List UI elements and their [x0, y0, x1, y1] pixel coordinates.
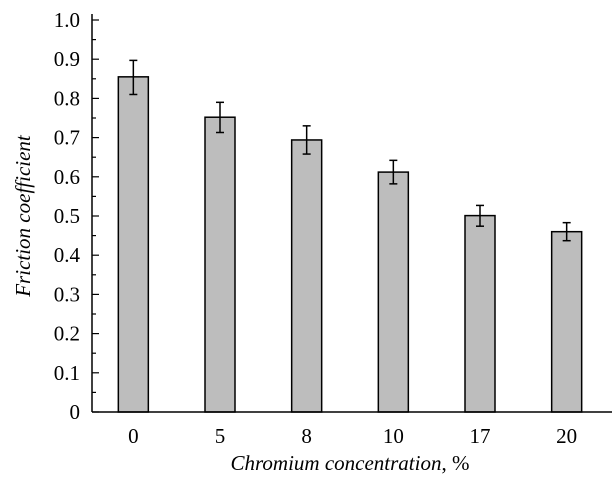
bar: [290, 139, 323, 413]
bars: [117, 76, 583, 413]
error-bar: [302, 125, 311, 155]
x-axis-title-unit: %: [452, 451, 470, 475]
y-tick-label: 0.4: [54, 243, 81, 267]
x-axis-title-sep: ,: [441, 451, 452, 475]
x-tick-label: 5: [215, 424, 226, 448]
bar: [464, 214, 496, 413]
x-tick-label: 20: [556, 424, 577, 448]
y-tick-label: 0.6: [54, 165, 80, 189]
bar: [117, 76, 150, 413]
error-bar: [562, 221, 571, 242]
y-tick-label: 0.8: [54, 86, 80, 110]
error-bar: [129, 59, 138, 96]
error-bar: [216, 101, 224, 134]
x-tick-label: 17: [470, 424, 491, 448]
x-tick-label: 8: [301, 424, 312, 448]
y-tick-label: 0.3: [54, 282, 80, 306]
x-tick-label: 0: [128, 424, 139, 448]
y-tick-label: 0.9: [54, 47, 80, 71]
y-tick-label: 0.5: [54, 204, 80, 228]
x-tick-label: 10: [383, 424, 404, 448]
x-axis-title: Chromium concentration, %: [231, 451, 470, 475]
y-tick-label: 0.2: [54, 322, 80, 346]
bar: [204, 116, 236, 413]
y-axis-title: Friction coefficient: [11, 134, 35, 298]
y-tick-label: 0.1: [54, 361, 80, 385]
y-tick-label: 0.7: [54, 126, 80, 150]
y-tick-label: 0: [70, 400, 81, 424]
bar: [377, 171, 410, 413]
error-bars: [129, 59, 571, 242]
x-axis-ticks: 0 5 8 10 17 20: [128, 424, 577, 448]
y-axis-ticks: 0 0.1 0.2 0.3 0.4 0.5 0.6 0.7 0.8 0.9 1.0: [54, 8, 99, 424]
bar: [550, 230, 583, 413]
y-tick-label: 1.0: [54, 8, 80, 32]
x-axis-title-text: Chromium concentration: [231, 451, 442, 475]
error-bar: [476, 204, 484, 227]
error-bar: [389, 159, 398, 185]
